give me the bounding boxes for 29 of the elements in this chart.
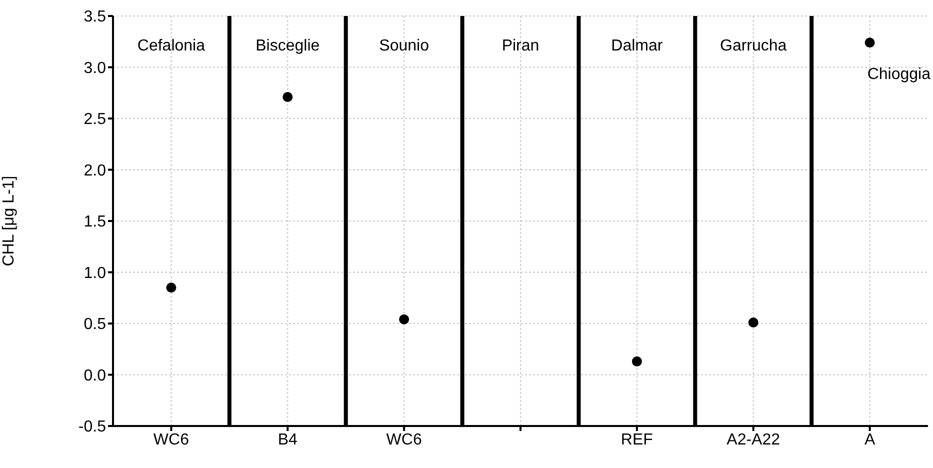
x-tick-label: REF	[620, 431, 654, 448]
point	[166, 282, 176, 293]
x-tick-label: B4	[278, 431, 298, 448]
y-tick-label: 3.5	[84, 8, 106, 26]
y-tick-label: 1.0	[84, 264, 106, 282]
annotation: Chioggia	[867, 66, 931, 84]
point	[282, 92, 293, 102]
x-tick-label: A	[864, 431, 876, 448]
y-tick-label: 0.5	[84, 316, 106, 334]
annotation: Piran	[502, 37, 540, 54]
point	[748, 317, 758, 328]
point	[399, 314, 410, 324]
y-tick-label: 2.5	[84, 111, 106, 128]
point	[632, 356, 642, 366]
point	[864, 38, 875, 48]
annotation: Bisceglie	[256, 37, 320, 54]
y-tick-label: -0.5	[78, 418, 106, 436]
annotation: Cefalonia	[137, 37, 206, 54]
x-tick-label: WC6	[386, 431, 422, 448]
y-axis-title: CHL [μg L-1]	[0, 176, 18, 266]
annotation: Dalmar	[611, 37, 664, 54]
annotation: Garrucha	[720, 37, 787, 54]
y-tick-label: 1.5	[84, 214, 106, 231]
y-tick-label: 0.0	[84, 367, 106, 384]
annotation: Sounio	[379, 37, 430, 54]
y-tick-label: 2.0	[84, 162, 106, 180]
y-tick-label: 3.0	[84, 60, 106, 77]
x-tick-label: WC6	[153, 431, 190, 448]
x-tick-label: A2-A22	[726, 431, 780, 448]
